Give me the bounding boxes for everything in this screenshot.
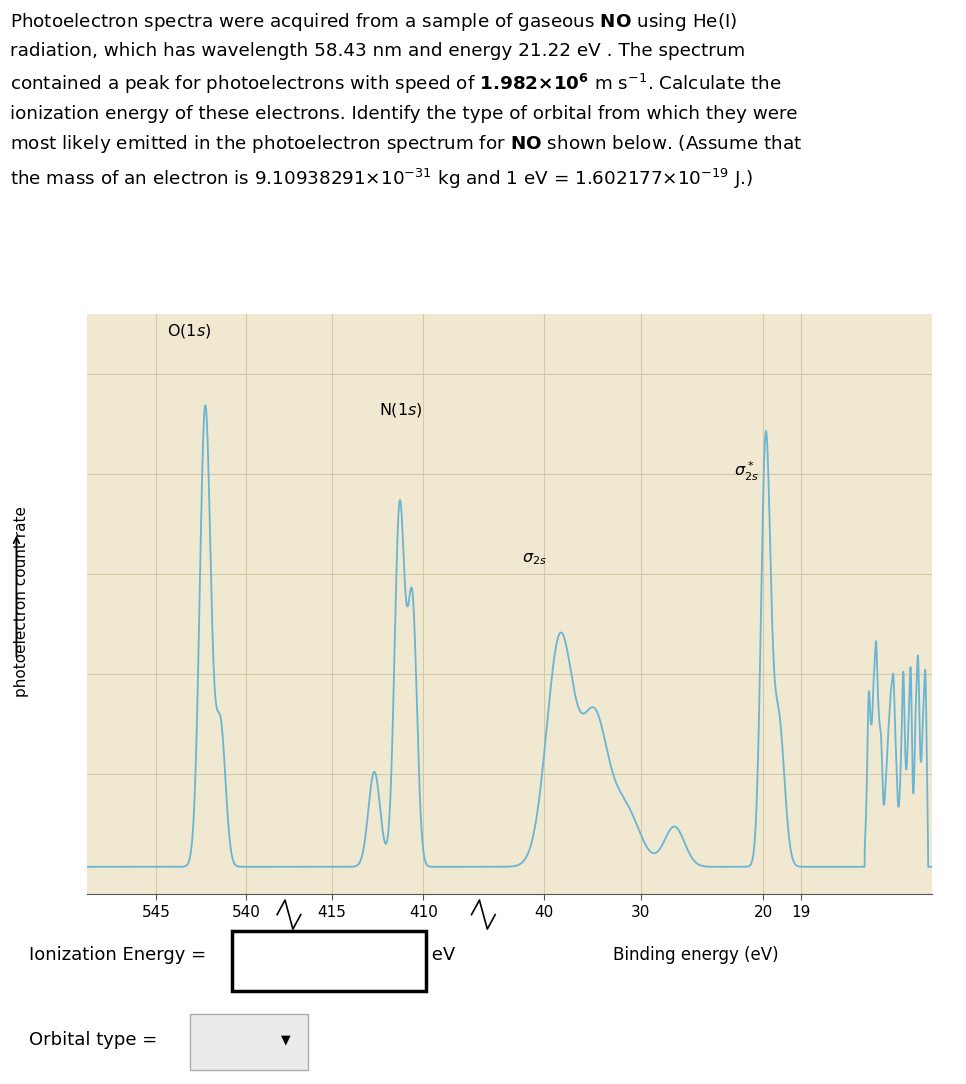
Text: Orbital type =: Orbital type = (29, 1031, 162, 1049)
Text: eV: eV (426, 945, 455, 964)
Text: ▼: ▼ (281, 1033, 291, 1046)
FancyBboxPatch shape (232, 930, 426, 991)
Text: N(1$s$): N(1$s$) (379, 401, 422, 418)
Text: Binding energy (eV): Binding energy (eV) (612, 946, 779, 965)
Text: O(1$s$): O(1$s$) (167, 322, 212, 340)
FancyBboxPatch shape (189, 1014, 308, 1070)
Text: $\sigma^*_{2s}$: $\sigma^*_{2s}$ (733, 460, 758, 482)
Text: Photoelectron spectra were acquired from a sample of gaseous $\mathbf{NO}$ using: Photoelectron spectra were acquired from… (10, 11, 802, 191)
Text: $\sigma_{2s}$: $\sigma_{2s}$ (523, 551, 547, 567)
Text: Ionization Energy =: Ionization Energy = (29, 945, 212, 964)
Text: photoelectron count rate: photoelectron count rate (14, 506, 29, 697)
